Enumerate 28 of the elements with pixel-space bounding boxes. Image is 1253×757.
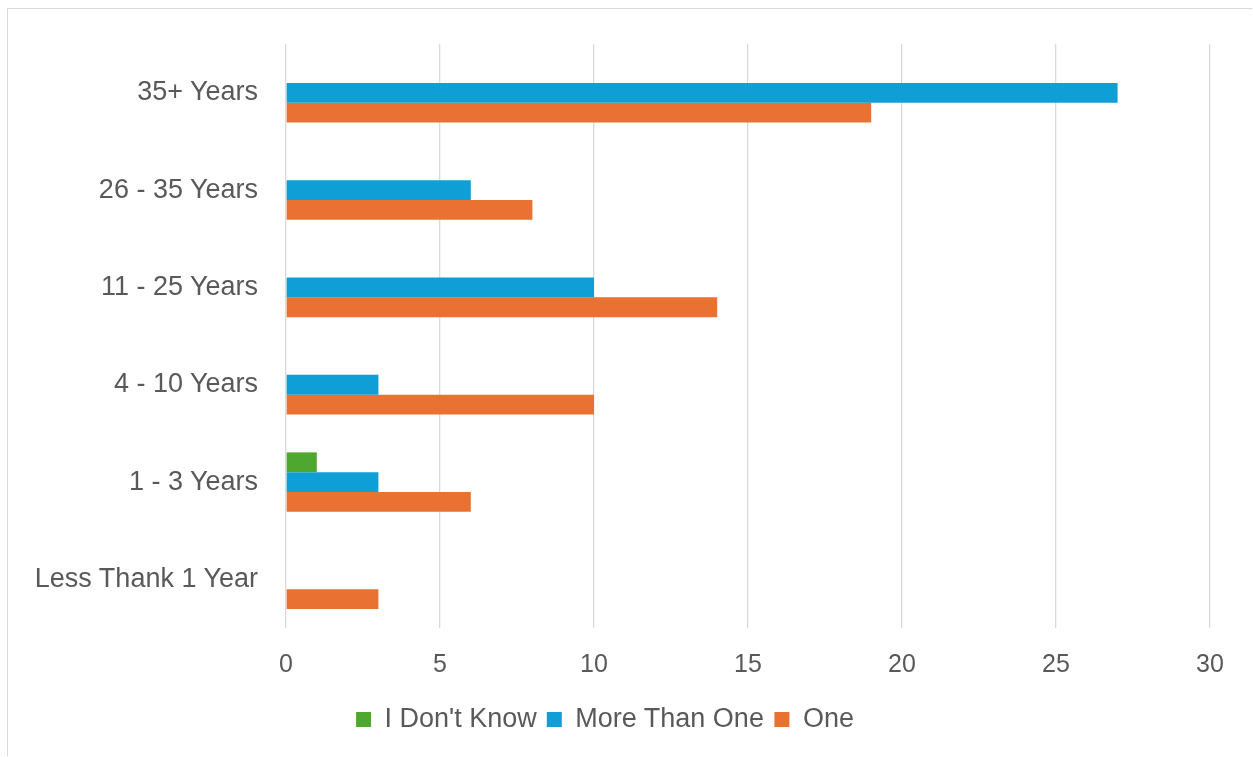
- y-tick-label: 1 - 3 Years: [128, 465, 258, 496]
- bar: [286, 82, 1118, 103]
- y-tick-label: Less Thank 1 Year: [34, 562, 259, 593]
- y-tick-label: 26 - 35 Years: [98, 173, 258, 204]
- bar: [286, 180, 471, 201]
- legend-label: One: [802, 702, 854, 733]
- bar: [286, 472, 379, 492]
- x-tick-label: 5: [433, 648, 447, 677]
- bar: [286, 277, 594, 298]
- bar: [286, 102, 872, 123]
- x-tick-label: 10: [580, 648, 608, 677]
- bar: [286, 394, 594, 415]
- x-tick-label: 0: [279, 648, 293, 677]
- y-tick-label: 4 - 10 Years: [113, 368, 258, 399]
- bar: [286, 491, 471, 512]
- y-tick-label: 11 - 25 Years: [100, 270, 258, 301]
- x-tick-label: 20: [888, 648, 916, 677]
- x-tick-label: 25: [1042, 648, 1070, 677]
- legend-label: More Than One: [575, 702, 764, 733]
- bar: [286, 297, 718, 318]
- x-tick-label: 15: [734, 648, 762, 677]
- legend-label: I Don't Know: [384, 702, 538, 733]
- bar: [286, 589, 379, 610]
- bar: [286, 452, 317, 473]
- bar: [286, 374, 379, 395]
- y-tick-label: 35+ Years: [137, 76, 258, 107]
- bar: [286, 200, 533, 220]
- x-tick-label: 30: [1196, 648, 1224, 677]
